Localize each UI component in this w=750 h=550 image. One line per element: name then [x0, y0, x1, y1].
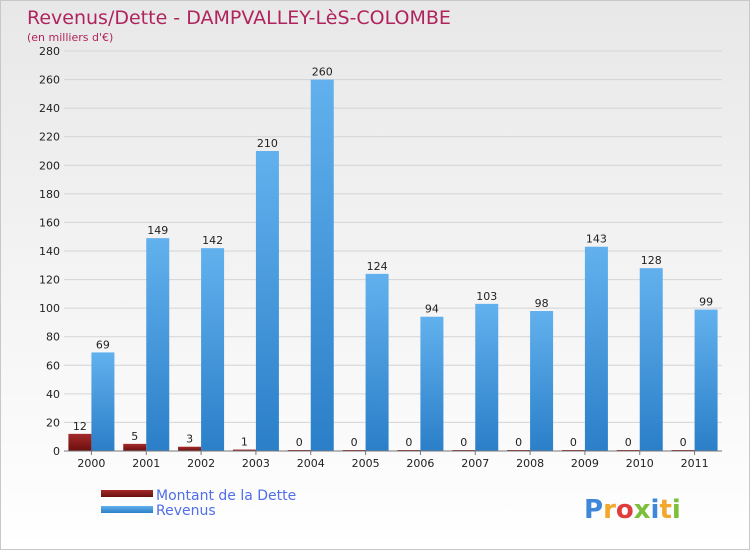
bar-debt-2002 [178, 446, 202, 451]
x-tick-label: 2001 [132, 457, 160, 470]
y-tick-label: 260 [39, 74, 60, 87]
data-label-revenus-2001: 149 [147, 224, 168, 237]
bar-revenus-2002 [201, 248, 225, 451]
x-tick-label: 2005 [352, 457, 380, 470]
bar-debt-2001 [123, 443, 147, 451]
x-tick-label: 2006 [406, 457, 434, 470]
data-label-revenus-2010: 128 [641, 254, 662, 267]
logo-letter: i [651, 495, 660, 525]
logo-letter: P [584, 495, 603, 525]
bar-revenus-2000 [91, 352, 115, 451]
legend: Montant de la Dette Revenus [101, 488, 296, 519]
bars [68, 79, 718, 452]
data-label-revenus-2008: 98 [535, 297, 549, 310]
data-label-revenus-2004: 260 [312, 66, 333, 79]
x-tick-label: 2003 [242, 457, 270, 470]
y-tick-label: 120 [39, 274, 60, 287]
y-tick-label: 60 [46, 359, 60, 372]
y-tick-label: 280 [39, 45, 60, 58]
data-labels: 12 69 5 149 3 142 1 210 0 260 0 124 0 94 0 103 0 98 0 143 0 1… [73, 66, 713, 449]
y-tick-label: 40 [46, 388, 60, 401]
x-tick-label: 2004 [297, 457, 325, 470]
logo-letter: r [603, 495, 616, 525]
bar-revenus-2006 [420, 316, 444, 451]
data-label-revenus-2003: 210 [257, 137, 278, 150]
data-label-debt-2011: 0 [680, 436, 687, 449]
logo-letter: t [659, 495, 671, 525]
legend-swatch-revenus [101, 506, 153, 513]
bar-revenus-2010 [639, 268, 663, 451]
x-tick-label: 2011 [681, 457, 709, 470]
x-tick-label: 2009 [571, 457, 599, 470]
y-tick-label: 200 [39, 159, 60, 172]
data-label-debt-2003: 1 [241, 436, 248, 449]
chart-subtitle: (en milliers d'€) [27, 31, 113, 44]
bar-revenus-2009 [584, 246, 608, 451]
grid-lines [64, 50, 722, 452]
data-label-debt-2001: 5 [131, 430, 138, 443]
data-label-revenus-2002: 142 [202, 234, 223, 247]
y-tick-label: 80 [46, 331, 60, 344]
data-label-debt-2000: 12 [73, 420, 87, 433]
data-label-revenus-2009: 143 [586, 233, 607, 246]
data-label-revenus-2011: 99 [699, 296, 713, 309]
y-tick-label: 0 [53, 445, 60, 458]
data-label-debt-2005: 0 [351, 436, 358, 449]
bar-revenus-2011 [694, 309, 718, 451]
y-tick-label: 140 [39, 245, 60, 258]
legend-swatch-debt [101, 490, 153, 497]
data-label-revenus-2005: 124 [367, 260, 388, 273]
bar-revenus-2001 [146, 238, 170, 451]
data-label-debt-2009: 0 [570, 436, 577, 449]
bar-revenus-2008 [530, 311, 554, 451]
data-label-revenus-2006: 94 [425, 303, 439, 316]
bar-debt-2003 [232, 449, 256, 451]
legend-label-debt: Montant de la Dette [156, 488, 296, 504]
data-label-debt-2004: 0 [296, 436, 303, 449]
proxiti-logo: Proxiti [584, 495, 681, 525]
bar-revenus-2007 [475, 303, 499, 451]
x-tick-label: 2007 [461, 457, 489, 470]
y-tick-label: 220 [39, 131, 60, 144]
y-axis-ticks: 0 20 40 60 80 100 120 140 160 180 200 220 240 260 280 [39, 45, 60, 458]
y-tick-label: 160 [39, 216, 60, 229]
data-label-revenus-2000: 69 [96, 338, 110, 351]
x-tick-label: 2000 [77, 457, 105, 470]
bar-revenus-2005 [365, 273, 389, 451]
logo-letter: i [672, 495, 681, 525]
y-tick-label: 20 [46, 416, 60, 429]
y-tick-label: 180 [39, 188, 60, 201]
bar-revenus-2004 [310, 79, 334, 452]
bar-revenus-2003 [255, 151, 279, 451]
chart-title: Revenus/Dette - DAMPVALLEY-LèS-COLOMBE [27, 7, 451, 29]
x-tick-label: 2008 [516, 457, 544, 470]
logo-letter: x [634, 495, 651, 525]
data-label-debt-2002: 3 [186, 433, 193, 446]
data-label-debt-2008: 0 [515, 436, 522, 449]
y-tick-label: 240 [39, 102, 60, 115]
x-tick-label: 2010 [626, 457, 654, 470]
legend-label-revenus: Revenus [156, 503, 216, 519]
y-tick-label: 100 [39, 302, 60, 315]
data-label-debt-2010: 0 [625, 436, 632, 449]
x-axis-ticks: 2000 2001 2002 2003 2004 2005 2006 2007 2008 2009… [77, 451, 709, 470]
bar-debt-2000 [68, 433, 92, 451]
data-label-debt-2006: 0 [405, 436, 412, 449]
logo-letter: o [616, 495, 634, 525]
data-label-debt-2007: 0 [460, 436, 467, 449]
data-label-revenus-2007: 103 [476, 290, 497, 303]
x-tick-label: 2002 [187, 457, 215, 470]
